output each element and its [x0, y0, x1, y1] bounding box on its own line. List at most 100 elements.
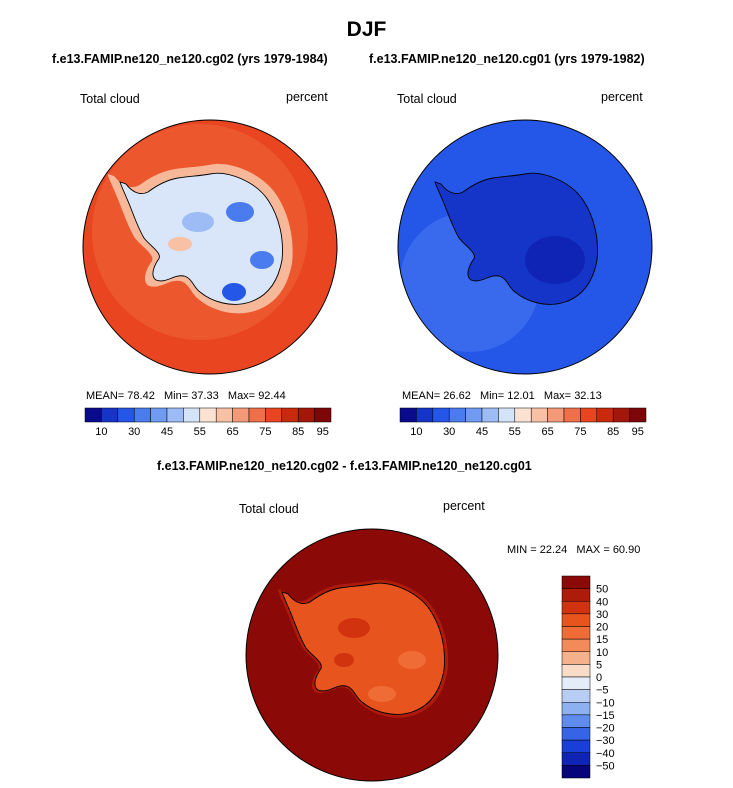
diff-colorbar-swatch-7 — [561, 664, 591, 678]
panel2-map-border — [397, 119, 653, 375]
diff-colorbar-tick-label-6: 5 — [596, 659, 602, 671]
panel2-colorbar-tick-label-5: 75 — [574, 426, 586, 438]
diff-colorbar-swatch-15 — [561, 765, 591, 779]
panel1-colorbar-tick-label-3: 55 — [194, 426, 206, 438]
panel1-colorbar-swatch-2 — [117, 407, 135, 423]
panel2-colorbar-swatch-4 — [465, 407, 483, 423]
diff-colorbar-swatch-1 — [561, 588, 591, 602]
panel2-colorbar-swatch-1 — [416, 407, 434, 423]
panel1-stats: MEAN= 78.42 Min= 37.33 Max= 92.44 — [86, 390, 286, 402]
panel1-map-border — [82, 119, 338, 375]
panel1-min-value: 37.33 — [191, 390, 219, 402]
diff-colorbar-tick-label-3: 20 — [596, 622, 608, 634]
panel1-colorbar-swatch-8 — [215, 407, 233, 423]
panel2-stats: MEAN= 26.62 Min= 12.01 Max= 32.13 — [402, 390, 602, 402]
diff-patch-3 — [398, 651, 426, 669]
diff-units-label: percent — [443, 499, 485, 513]
diff-map — [245, 528, 499, 782]
panel1-colorbar-tick-label-6: 85 — [292, 426, 304, 438]
panel2-max-label: Max= — [543, 390, 572, 402]
panel2-colorbar: 10 30 45 55 65 75 85 95 — [399, 407, 647, 438]
diff-map-border — [245, 528, 499, 782]
panel1-title: f.e13.FAMIP.ne120_ne120.cg02 (yrs 1979-1… — [52, 52, 328, 66]
panel2-colorbar-swatch-14 — [629, 407, 647, 423]
panel1-colorbar-swatch-1 — [101, 407, 119, 423]
panel1-colorbar-swatch-3 — [133, 407, 151, 423]
panel2-colorbar-tick-label-1: 30 — [443, 426, 455, 438]
diff-min-label: MIN = — [507, 544, 537, 556]
panel1-units-label: percent — [286, 90, 328, 104]
panel1-min-label: Min= — [163, 390, 189, 402]
diff-colorbar-swatch-6 — [561, 651, 591, 665]
diff-max-label: MAX = — [576, 544, 610, 556]
panel1-max-label: Max= — [227, 390, 256, 402]
panel1-colorbar-swatch-13 — [297, 407, 315, 423]
panel1-map — [82, 119, 338, 375]
panel2-units-label: percent — [601, 90, 643, 104]
panel2-map — [397, 119, 653, 375]
panel2-title: f.e13.FAMIP.ne120_ne120.cg01 (yrs 1979-1… — [369, 52, 645, 66]
panel2-colorbar-tick-label-0: 10 — [410, 426, 422, 438]
panel2-colorbar-swatch-5 — [481, 407, 499, 423]
diff-patch-2 — [334, 653, 354, 667]
diff-colorbar-tick-label-2: 30 — [596, 609, 608, 621]
panel2-colorbar-swatch-6 — [498, 407, 516, 423]
panel2-colorbar-tick-label-7: 95 — [632, 426, 644, 438]
panel1-warm-patch — [168, 237, 192, 251]
panel2-colorbar-swatch-0 — [399, 407, 417, 423]
diff-colorbar-swatch-9 — [561, 689, 591, 703]
diff-min-value: 22.24 — [539, 544, 568, 556]
panel1-colorbar-swatch-11 — [265, 407, 283, 423]
diff-colorbar-tick-label-9: −10 — [596, 697, 615, 709]
panel1-low-cloud-2 — [250, 251, 274, 269]
panel1-colorbar-swatch-9 — [232, 407, 250, 423]
panel2-colorbar-tick-label-2: 45 — [476, 426, 488, 438]
panel1-colorbar-swatch-12 — [281, 407, 299, 423]
panel1-colorbar-swatch-7 — [199, 407, 217, 423]
panel1-colorbar-swatch-14 — [314, 407, 332, 423]
diff-colorbar-tick-label-14: −50 — [596, 760, 615, 772]
diff-colorbar-swatch-11 — [561, 714, 591, 728]
diff-colorbar-tick-label-13: −40 — [596, 748, 615, 760]
diff-title: f.e13.FAMIP.ne120_ne120.cg02 - f.e13.FAM… — [157, 459, 532, 473]
diff-colorbar-tick-label-8: −5 — [596, 685, 609, 697]
panel2-min-label: Min= — [479, 390, 505, 402]
panel2-colorbar-tick-label-3: 55 — [509, 426, 521, 438]
panel1-colorbar-tick-label-0: 10 — [95, 426, 107, 438]
diff-colorbar-tick-label-1: 40 — [596, 596, 608, 608]
panel2-colorbar-swatch-2 — [432, 407, 450, 423]
panel1-colorbar-tick-label-1: 30 — [128, 426, 140, 438]
panel2-min-value: 12.01 — [507, 390, 535, 402]
panel1-colorbar-swatch-6 — [183, 407, 201, 423]
diff-colorbar-tick-label-12: −30 — [596, 735, 615, 747]
diff-colorbar-tick-label-10: −15 — [596, 710, 615, 722]
panel2-variable-label: Total cloud — [397, 92, 457, 106]
panel1-mean-value: 78.42 — [127, 390, 155, 402]
panel2-colorbar-swatch-7 — [514, 407, 532, 423]
panel1-colorbar-swatch-4 — [150, 407, 168, 423]
diff-colorbar-swatch-8 — [561, 676, 591, 690]
panel2-max-value: 32.13 — [574, 390, 602, 402]
panel1-colorbar-tick-label-7: 95 — [317, 426, 329, 438]
panel1-colorbar-swatch-5 — [166, 407, 184, 423]
diff-patch-4 — [368, 686, 396, 702]
diff-colorbar-tick-label-0: 50 — [596, 584, 608, 596]
panel2-colorbar-swatch-11 — [580, 407, 598, 423]
diff-colorbar-swatch-12 — [561, 727, 591, 741]
panel2-colorbar-swatch-13 — [612, 407, 630, 423]
diff-colorbar-tick-label-11: −20 — [596, 723, 615, 735]
diff-colorbar-swatch-14 — [561, 752, 591, 766]
panel2-low-cloud — [525, 236, 585, 284]
panel1-mean-label: MEAN= — [86, 390, 125, 402]
diff-colorbar-swatch-3 — [561, 613, 591, 627]
diff-max-value: 60.90 — [612, 544, 641, 556]
panel2-colorbar-swatch-10 — [563, 407, 581, 423]
panel1-variable-label: Total cloud — [80, 92, 140, 106]
panel1-colorbar-tick-label-5: 75 — [259, 426, 271, 438]
panel1-colorbar: 10 30 45 55 65 75 85 95 — [84, 407, 332, 438]
diff-colorbar-swatch-5 — [561, 638, 591, 652]
diff-colorbar-swatch-4 — [561, 626, 591, 640]
panel1-low-cloud-1 — [226, 202, 254, 222]
